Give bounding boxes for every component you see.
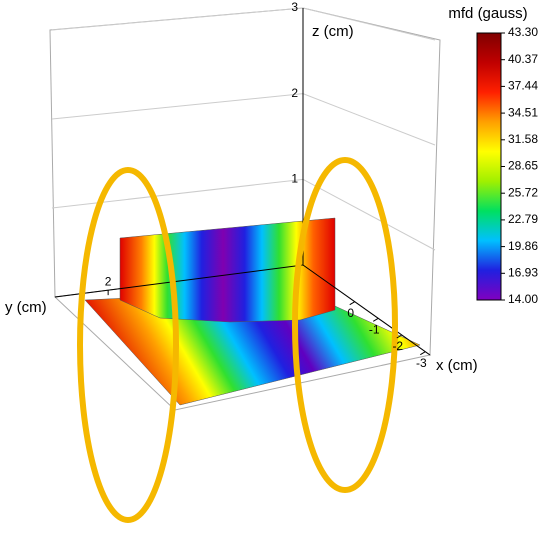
colorbar-tick-label: 22.79 xyxy=(508,212,538,226)
y-tick-label: 2 xyxy=(105,274,112,288)
colorbar-tick-label: 37.44 xyxy=(508,79,538,93)
colorbar-tick-label: 28.65 xyxy=(508,159,538,173)
grid-line xyxy=(51,93,436,146)
colorbar-title: mfd (gauss) xyxy=(448,5,527,22)
x-tick xyxy=(420,351,426,356)
z-axis-label: z (cm) xyxy=(312,23,354,40)
grid-line xyxy=(51,7,436,41)
x-tick xyxy=(396,334,403,339)
x-tick-label: -2 xyxy=(392,339,403,353)
x-tick-label: 0 xyxy=(347,306,354,320)
x-axis xyxy=(302,264,431,356)
x-tick xyxy=(373,317,379,322)
colorbar-tick-label: 43.30 xyxy=(508,25,538,39)
colorbar-tick-label: 14.00 xyxy=(508,292,538,306)
highlight-ellipse xyxy=(77,167,179,523)
x-tick-label: -1 xyxy=(369,323,380,337)
colorbar-tick-label: 19.86 xyxy=(508,239,538,253)
colorbar-tick-label: 31.58 xyxy=(508,132,538,146)
x-tick xyxy=(349,301,355,306)
z-tick-label: 2 xyxy=(291,86,298,100)
colorbar-tick-label: 16.93 xyxy=(508,265,538,279)
colorbar-tick-label: 40.37 xyxy=(508,52,538,66)
y-axis-label: y (cm) xyxy=(5,299,47,316)
colorbar xyxy=(476,32,502,301)
y-axis xyxy=(54,264,304,298)
colorbar-tick-label: 25.72 xyxy=(508,185,538,199)
z-tick-label: 1 xyxy=(291,172,298,186)
x-axis-label: x (cm) xyxy=(436,357,478,374)
z-tick-label: 3 xyxy=(291,0,298,14)
x-tick-label: -3 xyxy=(416,356,427,370)
highlight-ellipse xyxy=(292,157,398,493)
colorbar-tick-label: 34.51 xyxy=(508,105,538,119)
